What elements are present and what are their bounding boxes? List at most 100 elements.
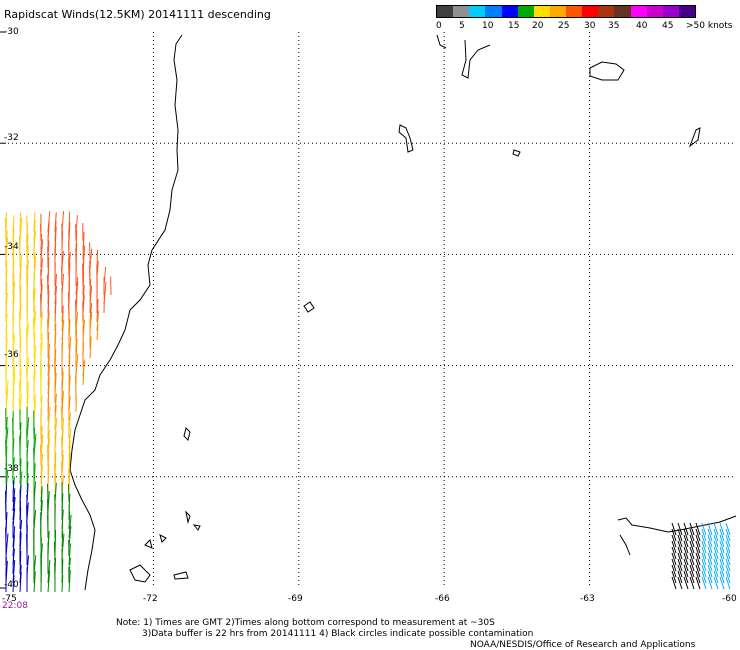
wind-barb xyxy=(725,570,731,584)
legend-label: 30 xyxy=(584,21,596,31)
wind-barb xyxy=(47,570,51,593)
wind-barb xyxy=(4,217,7,242)
wind-barb xyxy=(683,564,689,578)
wind-barb xyxy=(40,278,43,296)
lon-label-75: -75 xyxy=(2,594,17,604)
wind-barb xyxy=(719,564,725,578)
wind-barb xyxy=(40,434,44,458)
coastline-segment xyxy=(398,124,414,153)
wind-barb xyxy=(19,291,22,314)
wind-barb xyxy=(5,283,8,305)
wind-barb xyxy=(671,552,677,566)
wind-barb xyxy=(33,211,36,233)
legend-labels: 0 5 10 15 20 25 30 35 40 45 >50 knots xyxy=(436,21,740,33)
wind-barb xyxy=(32,317,35,341)
lon-label-72: -72 xyxy=(143,594,158,604)
time-label: 22:08 xyxy=(2,601,28,611)
wind-barb xyxy=(5,416,8,440)
wind-barb xyxy=(47,419,50,440)
wind-barb xyxy=(701,528,707,542)
wind-barb xyxy=(96,324,99,341)
wind-barbs xyxy=(4,211,731,593)
legend-swatch xyxy=(614,6,631,17)
wind-barb xyxy=(12,332,15,350)
wind-barb xyxy=(713,546,719,560)
legend-label: 40 xyxy=(636,21,648,31)
coastline-segment xyxy=(159,534,167,543)
wind-barb xyxy=(68,514,72,539)
coastline-segment xyxy=(688,127,701,148)
wind-barb xyxy=(60,406,63,431)
wind-barb xyxy=(701,570,707,584)
wind-barb xyxy=(33,394,36,413)
wind-barb xyxy=(707,552,713,566)
legend-swatch xyxy=(517,6,534,17)
wind-barb xyxy=(707,546,713,560)
legend-label: 0 xyxy=(436,21,442,31)
legend-swatch xyxy=(437,6,454,17)
legend-label: 45 xyxy=(662,21,674,31)
wind-barb xyxy=(26,381,29,404)
wind-barb xyxy=(61,454,64,476)
wind-barb xyxy=(719,522,725,536)
wind-barb xyxy=(47,343,50,368)
wind-barb xyxy=(82,238,85,260)
coastline-segment xyxy=(461,39,491,79)
legend-label: 25 xyxy=(558,21,570,31)
wind-barb xyxy=(671,522,677,536)
wind-barb xyxy=(701,576,707,590)
wind-barb xyxy=(689,546,695,560)
wind-barb xyxy=(47,211,51,233)
wind-barb xyxy=(689,540,695,554)
legend-label: 20 xyxy=(532,21,544,31)
wind-barb xyxy=(701,546,707,560)
legend-swatch xyxy=(485,6,502,17)
wind-barb xyxy=(677,546,683,560)
wind-barb xyxy=(677,540,683,554)
wind-barb xyxy=(61,531,64,548)
wind-barb xyxy=(725,522,731,536)
wind-barb xyxy=(33,341,36,359)
wind-barb xyxy=(695,558,701,572)
wind-barb xyxy=(12,497,16,521)
wind-barb xyxy=(671,540,677,554)
wind-barb xyxy=(677,552,683,566)
wind-barb xyxy=(677,558,683,572)
lat-label-30: -30 xyxy=(4,27,19,37)
wind-barb xyxy=(683,570,689,584)
wind-barb xyxy=(12,480,15,503)
wind-barb xyxy=(68,569,71,593)
wind-barb xyxy=(19,507,22,530)
wind-barb xyxy=(5,462,8,485)
wind-barb xyxy=(677,528,683,542)
wind-barb xyxy=(719,546,725,560)
wind-barb xyxy=(713,540,719,554)
coastline-segment xyxy=(619,534,631,556)
wind-barb xyxy=(39,444,42,467)
coastline-segment xyxy=(192,524,201,531)
wind-barb xyxy=(707,570,713,584)
lat-label-36: -36 xyxy=(4,350,19,360)
wind-barb xyxy=(54,285,58,305)
wind-barb xyxy=(689,534,695,548)
coastline-segment xyxy=(589,61,625,81)
wind-barb xyxy=(47,301,50,323)
wind-barb xyxy=(719,570,725,584)
map-title: Rapidscat Winds(12.5KM) 20141111 descend… xyxy=(4,8,271,21)
wind-barb xyxy=(12,559,16,584)
wind-barb xyxy=(26,357,30,377)
wind-barb xyxy=(695,546,701,560)
wind-barb xyxy=(671,576,677,590)
wind-barb xyxy=(33,571,36,593)
wind-barb xyxy=(689,528,695,542)
wind-barb xyxy=(713,522,719,536)
wind-barb xyxy=(695,528,701,542)
wind-barb xyxy=(60,266,63,287)
wind-barb xyxy=(47,430,50,449)
legend-label: 35 xyxy=(608,21,620,31)
legend-swatch xyxy=(582,6,599,17)
lon-label-66: -66 xyxy=(435,594,450,604)
wind-barb xyxy=(695,552,701,566)
wind-barb xyxy=(82,361,85,386)
wind-barb xyxy=(689,552,695,566)
